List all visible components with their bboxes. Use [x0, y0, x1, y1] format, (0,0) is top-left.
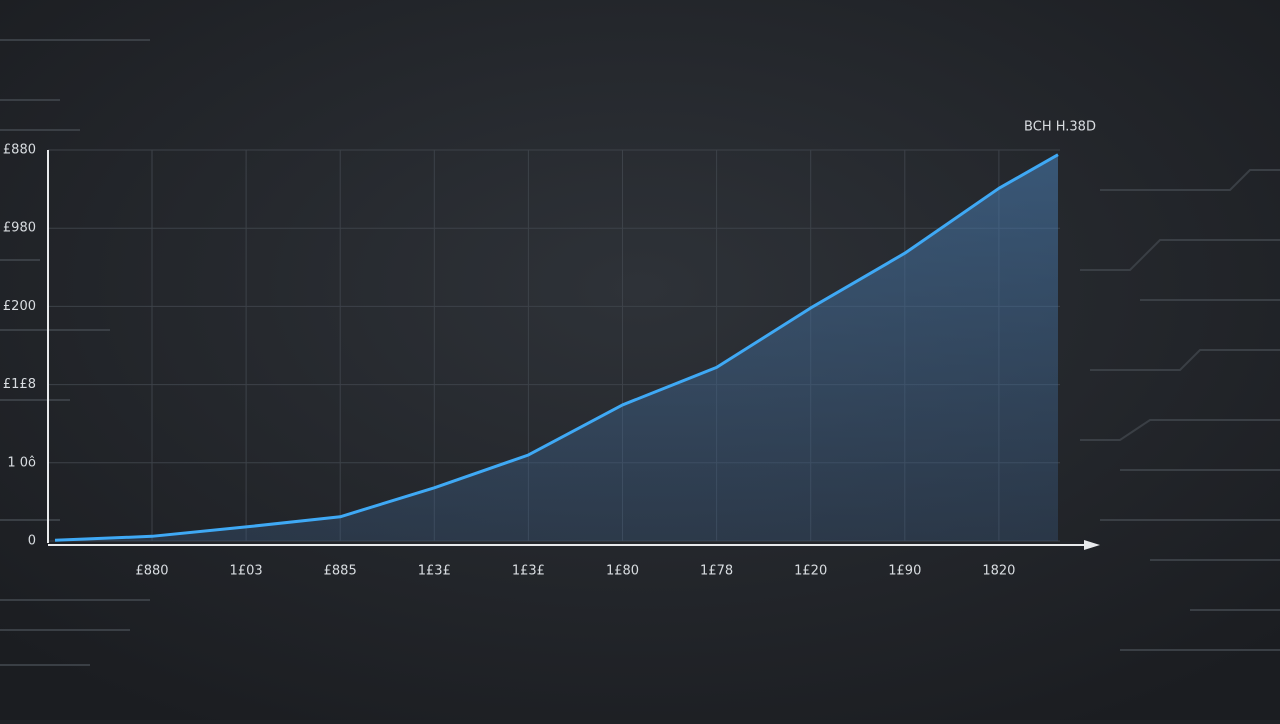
y-tick-label: £880 — [3, 143, 36, 158]
area-fill — [55, 154, 1058, 541]
x-tick-label: 1£90 — [888, 564, 921, 579]
y-tick-label: £980 — [3, 221, 36, 236]
y-tick-label: 0 — [28, 534, 36, 549]
y-tick-label: 1 0ô — [7, 455, 36, 470]
x-axis-arrow — [1084, 540, 1100, 550]
annotation: BCH H.38D — [1024, 120, 1096, 135]
x-tick-label: 1£03 — [230, 564, 263, 579]
x-tick-label: 1£3£ — [418, 564, 451, 579]
y-tick-label: £1£8 — [3, 377, 36, 392]
x-tick-label: 1£80 — [606, 564, 639, 579]
x-tick-label: 1£78 — [700, 564, 733, 579]
x-tick-label: £885 — [324, 564, 357, 579]
x-tick-label: 1£3£ — [512, 564, 545, 579]
x-tick-label: 1£20 — [794, 564, 827, 579]
circuit-decoration — [0, 39, 1280, 666]
data-line — [54, 153, 1059, 542]
x-tick-label: 1820 — [982, 564, 1015, 579]
y-tick-label: £200 — [3, 299, 36, 314]
x-tick-label: £880 — [135, 564, 168, 579]
